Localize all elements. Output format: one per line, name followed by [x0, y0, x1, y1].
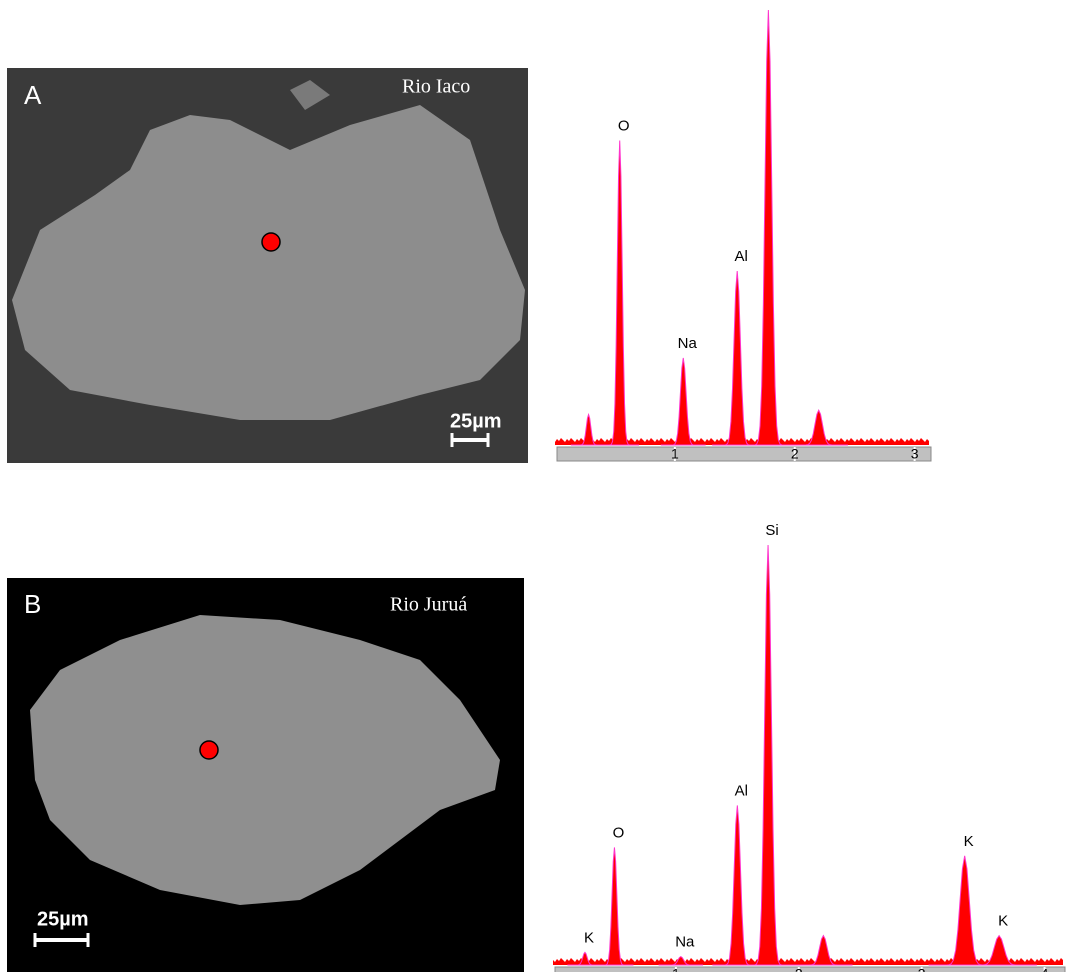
axis-bar — [556, 446, 932, 462]
peak — [712, 270, 763, 446]
peak — [794, 934, 853, 966]
site-name: Rio Juruá — [390, 594, 467, 616]
peak-label: O — [618, 117, 630, 134]
peak — [600, 140, 639, 446]
x-tick-label: 3 — [911, 446, 919, 462]
peak — [928, 855, 1001, 966]
sem-image-a — [7, 68, 528, 463]
panel-label: A — [24, 80, 42, 110]
x-tick-label: 2 — [795, 966, 803, 972]
peak — [741, 9, 796, 446]
peak-label: K — [964, 833, 974, 850]
peak — [712, 805, 763, 966]
x-tick-label: 3 — [918, 966, 926, 972]
peak-label: Na — [675, 934, 695, 951]
sem-image-b — [7, 578, 524, 972]
x-tick-label: 1 — [671, 446, 679, 462]
peak — [741, 544, 795, 966]
panel-label: B — [24, 589, 41, 619]
peak-label: Si — [765, 522, 778, 539]
peak — [789, 408, 848, 446]
peak — [595, 847, 634, 966]
x-tick-label: 2 — [791, 446, 799, 462]
peak-label: Si — [766, 0, 779, 4]
x-tick-label: 1 — [672, 966, 680, 972]
peak — [961, 934, 1037, 966]
peak-label: Al — [735, 782, 748, 799]
site-name: Rio Iaco — [402, 76, 470, 98]
peak — [660, 357, 706, 446]
scale-bar-label: 25µm — [450, 410, 502, 432]
peak-label: K — [584, 929, 594, 946]
peak — [658, 955, 704, 966]
peak-label: Al — [735, 248, 748, 265]
peak-label: O — [613, 824, 625, 841]
peak-label: K — [998, 913, 1008, 930]
peak-label: Na — [678, 335, 698, 352]
x-tick-label: 4 — [1041, 966, 1049, 972]
axis-bar — [554, 966, 1066, 977]
scale-bar-label: 25µm — [37, 908, 89, 930]
